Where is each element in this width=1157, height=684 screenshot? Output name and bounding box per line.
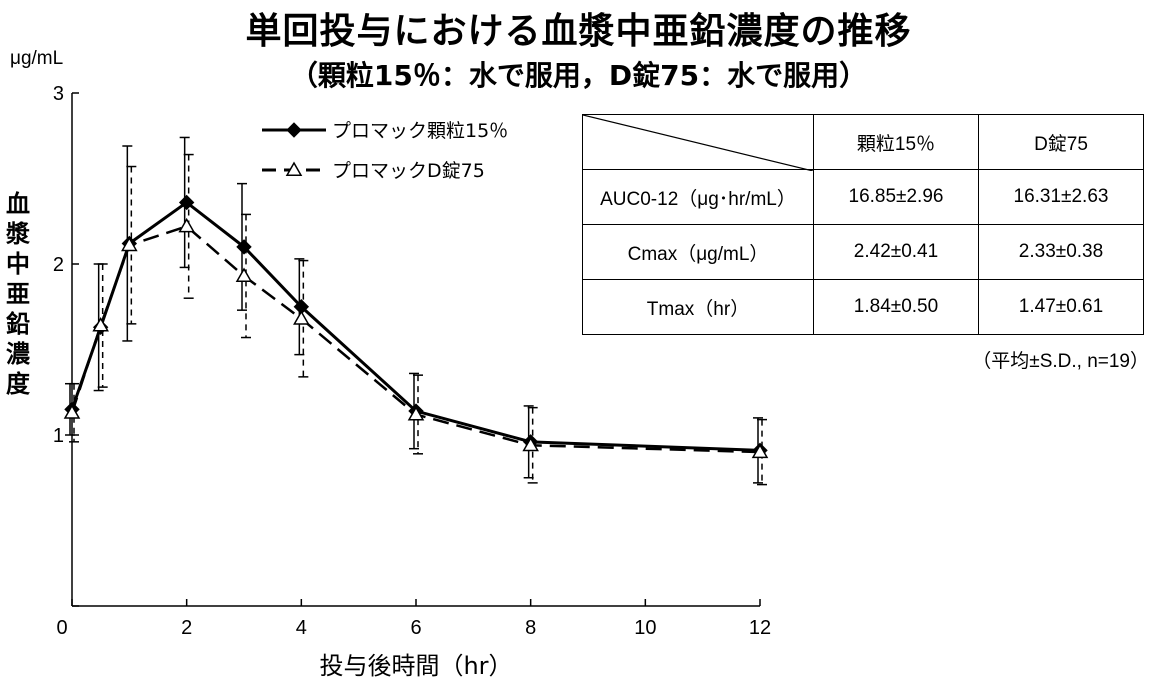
table-header-granule: 顆粒15％ [813, 114, 979, 170]
x-axis-label: 投与後時間（hr） [319, 652, 512, 680]
y-tick-label: 3 [53, 83, 64, 105]
data-point [236, 239, 252, 255]
data-point [178, 194, 195, 211]
table-row-label: Cmax（μg/mL） [582, 224, 814, 280]
legend-marker [286, 122, 302, 138]
legend-label: プロマックD錠75 [332, 160, 485, 182]
data-point [63, 404, 81, 419]
legend-marker [285, 161, 303, 176]
table-note: （平均±S.D., n=19） [972, 351, 1149, 372]
y-axis-label: 血漿中亜鉛濃度 [5, 190, 31, 398]
table-cell: 1.84±0.50 [813, 279, 979, 335]
data-point [178, 217, 195, 233]
table-row: Tmax（hr） 1.84±0.50 1.47±0.61 [582, 279, 1144, 335]
table-cell: 1.47±0.61 [978, 279, 1144, 335]
legend: プロマック顆粒15％ プロマックD錠75 [262, 120, 508, 182]
chart-subtitle: （顆粒15％：水で服用，D錠75：水で服用） [289, 59, 868, 92]
table-cell: 16.31±2.63 [978, 169, 1144, 225]
table-corner-cell [582, 114, 814, 171]
table-header-tablet: D錠75 [978, 114, 1144, 170]
data-point [751, 443, 769, 459]
table-row-label: Tmax（hr） [582, 279, 814, 335]
axes [71, 92, 761, 607]
pk-parameter-table: 顆粒15％ D錠75 AUC0-12（μg･hr/mL） 16.85±2.96 … [582, 114, 1144, 335]
table-row-label: AUC0-12（μg･hr/mL） [582, 169, 814, 225]
x-tick-label: 10 [634, 617, 656, 639]
x-tick-label: 0 [56, 617, 67, 639]
data-point [407, 405, 425, 421]
table-cell: 2.33±0.38 [978, 224, 1144, 280]
y-unit-label: μg/mL [10, 48, 63, 69]
data-point [293, 310, 310, 325]
series-markers [63, 194, 769, 459]
table-cell: 16.85±2.96 [813, 169, 979, 225]
diagonal-line [583, 115, 813, 171]
x-tick-label: 6 [410, 617, 421, 639]
x-tick-label: 12 [749, 617, 771, 639]
table-row: AUC0-12（μg･hr/mL） 16.85±2.96 16.31±2.63 [582, 169, 1144, 225]
x-tick-label: 2 [181, 617, 192, 639]
y-tick-label: 2 [53, 254, 64, 276]
table-header-row: 顆粒15％ D錠75 [582, 114, 1144, 171]
data-point [522, 436, 539, 452]
data-point [235, 267, 253, 282]
data-point [121, 236, 138, 252]
data-point [92, 317, 109, 332]
y-tick-label: 1 [53, 425, 64, 447]
x-tick-label: 8 [525, 617, 536, 639]
table-cell: 2.42±0.41 [813, 224, 979, 280]
x-tick-label: 4 [296, 617, 307, 639]
table-row: Cmax（μg/mL） 2.42±0.41 2.33±0.38 [582, 224, 1144, 280]
chart-title: 単回投与における血漿中亜鉛濃度の推移 [245, 11, 912, 52]
legend-label: プロマック顆粒15％ [332, 120, 508, 142]
